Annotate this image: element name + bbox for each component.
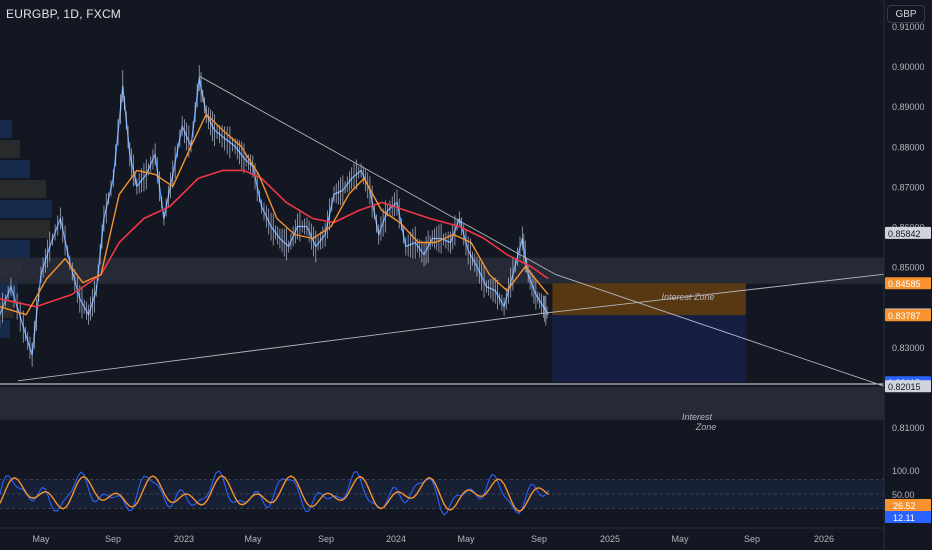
zone-label-bottom-line1: Interest xyxy=(682,412,713,422)
zone-labels: Interest Zone Interest Zone xyxy=(661,292,716,432)
y-tick-label: 0.91000 xyxy=(892,22,925,32)
stochastic-value: 12.11 xyxy=(893,513,915,523)
price-label-box xyxy=(885,277,931,290)
x-tick-label: May xyxy=(671,534,689,544)
ema-fast-line xyxy=(0,113,549,316)
x-tick-label: 2023 xyxy=(174,534,194,544)
volume-profile-bar xyxy=(0,140,20,158)
x-tick-label: Sep xyxy=(531,534,547,544)
x-tick-label: Sep xyxy=(105,534,121,544)
stochastic-pane xyxy=(0,470,884,516)
x-tick-label: 2026 xyxy=(814,534,834,544)
price-series xyxy=(0,65,549,367)
volume-profile-bar xyxy=(0,320,10,338)
interest-zone-band xyxy=(0,386,884,420)
x-tick-label: 2024 xyxy=(386,534,406,544)
interest-zones xyxy=(0,257,884,420)
position-box-target xyxy=(552,315,746,383)
x-tick-label: May xyxy=(244,534,262,544)
volume-profile-bar xyxy=(0,200,52,218)
ema-slow-line xyxy=(0,169,549,308)
volume-profile-bar xyxy=(0,120,12,138)
currency-button[interactable]: GBP xyxy=(887,5,925,23)
y-tick-label: 0.81000 xyxy=(892,423,925,433)
price-label: 0.82015 xyxy=(888,382,921,392)
stochastic-value-box xyxy=(885,499,931,511)
stochastic-tick: 50.00 xyxy=(892,490,915,500)
x-tick-label: Sep xyxy=(744,534,760,544)
volume-profile-bar xyxy=(0,220,50,238)
price-label-box xyxy=(885,309,931,322)
volume-profile-bar xyxy=(0,240,30,258)
price-label-box xyxy=(885,226,931,239)
x-tick-label: Sep xyxy=(318,534,334,544)
x-tick-label: May xyxy=(32,534,50,544)
zone-label-bottom-line2: Zone xyxy=(695,422,717,432)
price-label: 0.83787 xyxy=(888,311,921,321)
stochastic-tick: 100.00 xyxy=(892,466,920,476)
x-tick-label: May xyxy=(457,534,475,544)
position-box-risk xyxy=(552,283,746,316)
y-tick-label: 0.89000 xyxy=(892,102,925,112)
stochastic-value: 26.52 xyxy=(893,501,916,511)
position-boxes xyxy=(552,283,746,383)
time-axis: May Sep 2023 May Sep 2024 May Sep 2025 May Sep 2026 xyxy=(0,527,884,544)
price-axis: 0.910000.900000.890000.880000.870000.860… xyxy=(883,0,932,550)
y-tick-label: 0.85000 xyxy=(892,263,925,273)
x-tick-label: 2025 xyxy=(600,534,620,544)
stochastic-band xyxy=(0,479,884,509)
price-label: 0.84585 xyxy=(888,279,921,289)
stochastic-d-line xyxy=(0,475,550,512)
stochastic-value-box xyxy=(885,511,931,523)
y-tick-label: 0.90000 xyxy=(892,62,925,72)
volume-profile-bar xyxy=(0,160,30,178)
zone-label-top: Interest Zone xyxy=(661,292,714,302)
upper-trendline xyxy=(199,75,932,403)
price-label: 0.85842 xyxy=(888,229,921,239)
price-label-box xyxy=(885,380,931,393)
stochastic-k-line xyxy=(0,470,550,516)
interest-zone-band xyxy=(0,257,884,284)
y-tick-label: 0.88000 xyxy=(892,142,925,152)
symbol-title[interactable]: EURGBP, 1D, FXCM xyxy=(6,7,122,21)
y-tick-label: 0.87000 xyxy=(892,182,925,192)
lower-trendline xyxy=(17,268,932,382)
volume-profile xyxy=(0,120,52,338)
trendlines xyxy=(17,75,932,403)
y-tick-label: 0.83000 xyxy=(892,343,925,353)
volume-profile-bar xyxy=(0,180,46,198)
